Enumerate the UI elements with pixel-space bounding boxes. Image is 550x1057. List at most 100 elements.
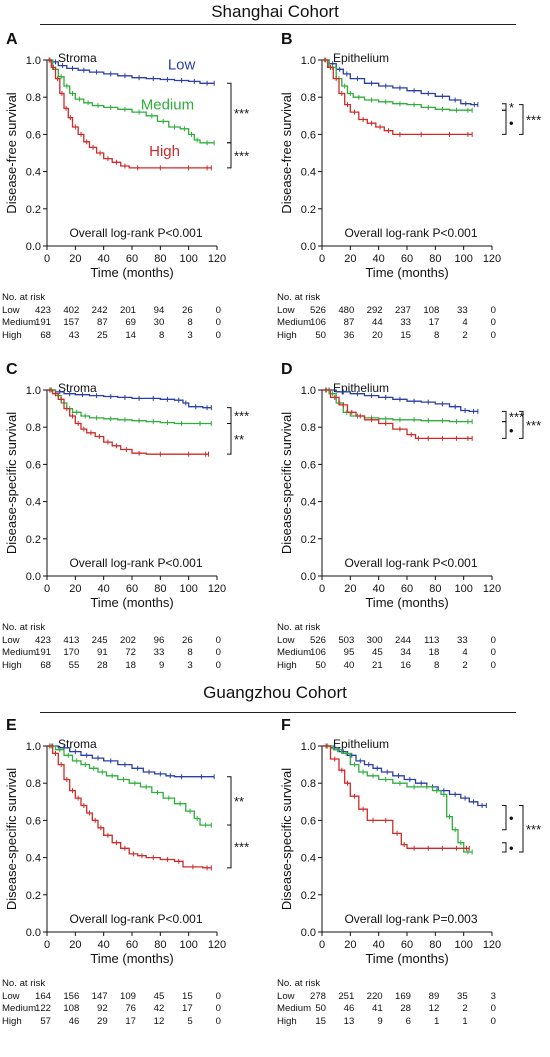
at-risk-group-label: Medium	[2, 647, 37, 658]
km-curve-high	[322, 59, 473, 136]
y-tick-label: 0.6	[26, 459, 41, 471]
at-risk-count: 28	[96, 659, 108, 671]
at-risk-count: 4	[462, 647, 468, 658]
significance-bracket	[519, 104, 524, 135]
at-risk-count: 8	[158, 329, 165, 341]
significance-label: ***	[234, 409, 249, 424]
at-risk-count: 33	[153, 647, 165, 658]
at-risk-count: 0	[215, 1015, 221, 1027]
at-risk-table: No. at risk Low 278 251 220 169 89 35 3 Medium 50 4…	[277, 978, 539, 1028]
y-tick-label: 0.8	[301, 778, 316, 790]
at-risk-group-label: Low	[2, 634, 20, 646]
at-risk-count: 42	[153, 1003, 165, 1014]
y-tick-label: 0.2	[301, 890, 316, 902]
at-risk-count: 2	[462, 659, 468, 671]
at-risk-row-high: High 68 55 28 18 9 3 0	[2, 660, 264, 673]
at-risk-count: 50	[315, 1003, 326, 1014]
y-tick-label: 1.0	[26, 55, 41, 67]
at-risk-count: 44	[371, 317, 383, 328]
at-risk-count: 57	[40, 1015, 51, 1027]
at-risk-count: 5	[187, 1015, 193, 1027]
at-risk-count: 72	[125, 647, 136, 658]
x-tick-label: 60	[401, 583, 413, 595]
x-tick-label: 80	[429, 253, 441, 265]
x-tick-label: 120	[208, 939, 226, 951]
at-risk-row-medium: Medium 191 170 91 72 33 8 0	[2, 647, 264, 660]
y-tick-label: 0.2	[26, 890, 41, 902]
log-rank-annotation: Overall log-rank P=0.003	[344, 912, 477, 926]
km-curve-low	[47, 389, 212, 409]
at-risk-count: 30	[153, 317, 165, 328]
x-tick-label: 100	[454, 939, 472, 951]
km-curve-low	[322, 59, 478, 106]
at-risk-count: 3	[187, 329, 193, 341]
series-label-medium: Medium	[141, 96, 194, 113]
x-axis-label: Time (months)	[365, 595, 448, 610]
at-risk-count: 242	[91, 304, 108, 316]
at-risk-count: 0	[215, 317, 221, 328]
at-risk-count: 15	[181, 990, 193, 1002]
x-tick-label: 40	[98, 253, 110, 265]
at-risk-count: 20	[371, 329, 383, 341]
at-risk-count: 191	[34, 647, 51, 658]
log-rank-annotation: Overall log-rank P<0.001	[344, 226, 477, 240]
at-risk-count: 0	[215, 304, 221, 316]
at-risk-count: 25	[96, 329, 108, 341]
y-tick-label: 0.0	[301, 927, 316, 939]
at-risk-count: 480	[338, 304, 355, 316]
x-tick-label: 0	[319, 253, 325, 265]
at-risk-group-label: Medium	[277, 1003, 312, 1014]
x-axis-label: Time (months)	[90, 951, 173, 966]
at-risk-count: 12	[428, 1003, 440, 1014]
at-risk-group-label: Low	[277, 990, 295, 1002]
at-risk-count: 69	[125, 317, 136, 328]
at-risk-count: 50	[315, 659, 326, 671]
significance-bracket	[502, 109, 507, 135]
x-tick-label: 100	[454, 583, 472, 595]
at-risk-count: 201	[119, 304, 136, 316]
km-curve-high	[322, 745, 470, 849]
at-risk-count: 8	[433, 659, 440, 671]
at-risk-count: 251	[338, 990, 355, 1002]
at-risk-group-label: Low	[2, 990, 20, 1002]
at-risk-count: 76	[125, 1003, 136, 1014]
x-tick-label: 40	[98, 939, 110, 951]
x-tick-label: 120	[208, 253, 226, 265]
significance-label: ***	[526, 418, 541, 433]
significance-label: •	[509, 811, 514, 826]
x-tick-label: 0	[44, 583, 50, 595]
at-risk-count: 0	[490, 329, 496, 341]
y-tick-label: 0.4	[301, 167, 316, 179]
y-axis-label: Disease-specific survival	[4, 412, 19, 554]
km-curve-medium	[47, 389, 212, 425]
at-risk-count: 0	[490, 317, 496, 328]
at-risk-count: 2	[462, 329, 468, 341]
y-axis-label: Disease-free survival	[4, 92, 19, 213]
at-risk-count: 292	[366, 304, 383, 316]
at-risk-count: 503	[338, 634, 355, 646]
panel-a: A Stroma 0.0 0.2 0.4 0.6 0.8 1.0 0 20 40 60 80 100 120…	[0, 26, 270, 371]
significance-bracket	[502, 805, 507, 831]
y-tick-label: 0.0	[26, 571, 41, 583]
x-tick-label: 0	[44, 253, 50, 265]
panel-letter: E	[6, 717, 17, 734]
y-tick-label: 0.0	[26, 927, 41, 939]
at-risk-count: 6	[405, 1015, 411, 1027]
at-risk-count: 36	[343, 329, 355, 341]
y-tick-label: 0.6	[26, 815, 41, 827]
y-tick-label: 1.0	[26, 385, 41, 397]
at-risk-count: 0	[215, 647, 221, 658]
at-risk-title: No. at risk	[277, 978, 321, 989]
at-risk-count: 0	[490, 304, 496, 316]
x-tick-label: 120	[208, 583, 226, 595]
significance-bracket	[227, 422, 232, 455]
x-tick-label: 120	[483, 939, 501, 951]
at-risk-row-medium: Medium 106 95 45 34 18 4 0	[277, 647, 539, 660]
significance-label: ***	[234, 839, 249, 854]
at-risk-count: 17	[428, 317, 440, 328]
at-risk-count: 35	[456, 990, 468, 1002]
at-risk-row-low: Low 526 503 300 244 113 33 0	[277, 635, 539, 648]
x-tick-label: 60	[126, 939, 138, 951]
y-tick-label: 1.0	[301, 55, 316, 67]
km-curve-medium	[322, 745, 473, 853]
